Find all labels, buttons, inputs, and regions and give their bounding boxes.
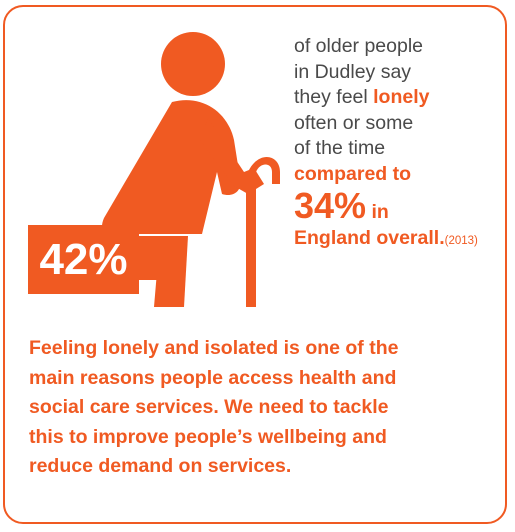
compared-label: compared to: [294, 162, 412, 185]
stat-line-5: of the time: [294, 137, 386, 159]
stat-line-3: they feel lonely: [294, 85, 509, 111]
england-stat-line: 34% in: [294, 187, 509, 226]
message-line-4: this to improve people’s wellbeing and: [29, 425, 387, 448]
message-paragraph: Feeling lonely and isolated is one of th…: [29, 334, 499, 482]
stat-percentage: 42%: [28, 225, 139, 294]
message-line-1: Feeling lonely and isolated is one of th…: [29, 337, 399, 359]
stat-description: of older people in Dudley say they feel …: [294, 34, 509, 254]
england-in-label: in: [366, 201, 389, 223]
leg-shape: [154, 236, 188, 307]
message-line-5: reduce demand on services.: [29, 455, 292, 477]
stat-line-4: often or some: [294, 111, 414, 134]
head-shape: [161, 32, 225, 96]
message-line-3: social care services. We need to tackle: [29, 396, 389, 418]
cane-shape: [246, 156, 280, 307]
stat-line-3-text: they feel: [294, 86, 374, 108]
england-overall-line: England overall.(2013): [294, 226, 509, 255]
stat-line-2: in Dudley say: [294, 60, 412, 83]
torso-shape: [102, 100, 241, 235]
stat-line-1: of older people: [294, 35, 424, 57]
england-percentage: 34%: [294, 185, 367, 226]
lonely-highlight: lonely: [373, 86, 430, 108]
message-line-2: main reasons people access health and: [29, 366, 397, 389]
england-overall-label: England overall.: [294, 226, 445, 249]
year-note: (2013): [444, 234, 478, 247]
